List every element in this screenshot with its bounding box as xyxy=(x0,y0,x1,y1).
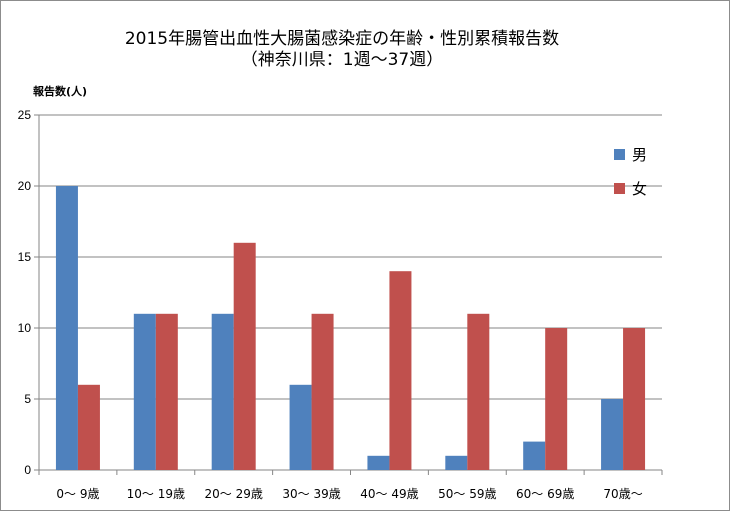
legend-label: 男 xyxy=(632,146,647,164)
bar-female xyxy=(623,328,646,470)
chart-subtitle: （神奈川県：1週～37週） xyxy=(241,50,443,70)
legend: 男女 xyxy=(614,146,647,198)
y-tick-label: 20 xyxy=(18,179,32,193)
y-tick-label: 25 xyxy=(18,108,32,122)
y-tick-label: 5 xyxy=(24,392,31,406)
bar-female xyxy=(545,328,568,470)
chart-title: 2015年腸管出血性大腸菌感染症の年齢・性別累積報告数 xyxy=(125,29,559,49)
bar-male xyxy=(55,186,78,470)
bar-female xyxy=(311,313,334,470)
x-tick-label: 50～ 59歳 xyxy=(438,487,496,501)
bar-male xyxy=(133,313,156,470)
y-axis-label: 報告数(人) xyxy=(33,84,87,98)
bar-female xyxy=(233,242,256,470)
x-tick-label: 70歳～ xyxy=(603,487,642,501)
y-tick-label: 0 xyxy=(24,463,31,477)
x-tick-label: 40～ 49歳 xyxy=(360,487,418,501)
x-tick-label: 20～ 29歳 xyxy=(205,487,263,501)
gridlines xyxy=(34,114,662,471)
legend-swatch xyxy=(614,183,625,194)
bar-female xyxy=(467,313,490,470)
x-tick-label: 30～ 39歳 xyxy=(282,487,340,501)
bar-female xyxy=(389,271,412,470)
legend-label: 女 xyxy=(632,180,647,198)
legend-swatch xyxy=(614,149,625,160)
bar-female xyxy=(77,384,100,470)
axes xyxy=(38,115,663,475)
bar-male xyxy=(211,313,234,470)
y-tick-label: 10 xyxy=(18,321,32,335)
bar-male xyxy=(289,384,312,470)
bar-female xyxy=(155,313,178,470)
bar-male xyxy=(601,399,624,470)
x-tick-label: 10～ 19歳 xyxy=(127,487,185,501)
bar-male xyxy=(523,441,546,470)
y-tick-label: 15 xyxy=(18,250,32,264)
x-tick-labels: 0～ 9歳 10～ 19歳 20～ 29歳 30～ 39歳 40～ 49歳 50～ 59歳… xyxy=(56,487,642,501)
x-tick-label: 0～ 9歳 xyxy=(56,487,99,501)
bar-male xyxy=(367,455,390,470)
y-tick-labels: 0 5 10 15 20 25 xyxy=(18,108,32,477)
x-tick-label: 60～ 69歳 xyxy=(516,487,574,501)
bars xyxy=(55,186,646,470)
bar-male xyxy=(445,455,468,470)
